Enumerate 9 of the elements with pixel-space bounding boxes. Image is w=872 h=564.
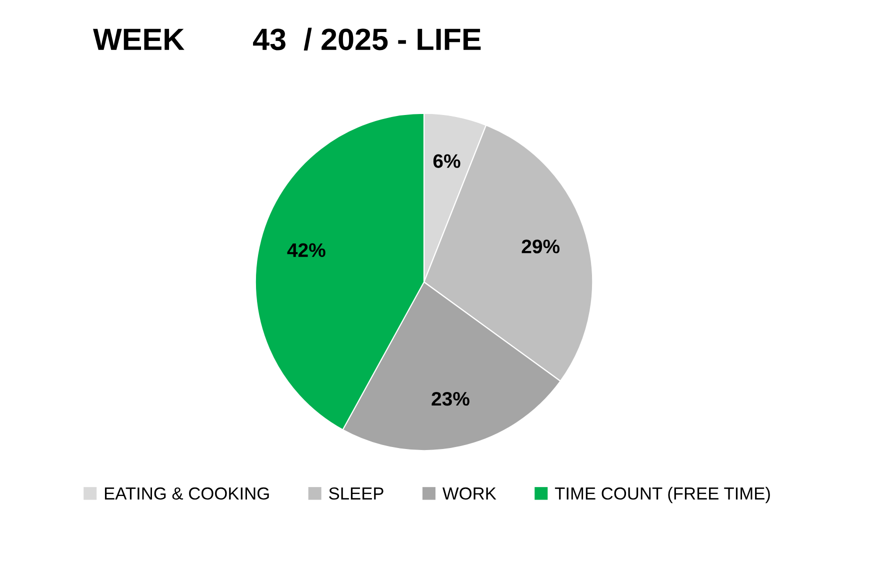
data-label: 23% [432, 392, 470, 406]
data-label: 29% [522, 240, 560, 254]
legend-label: SLEEP [329, 487, 384, 500]
data-label: 6% [433, 154, 460, 168]
data-label: 42% [287, 243, 326, 257]
chart-title: WEEK 43 / 2025 - LIFE [93, 28, 481, 51]
legend-label: EATING & COOKING [104, 487, 269, 500]
legend-label: WORK [442, 487, 496, 500]
legend-label: TIME COUNT (FREE TIME) [554, 486, 770, 504]
